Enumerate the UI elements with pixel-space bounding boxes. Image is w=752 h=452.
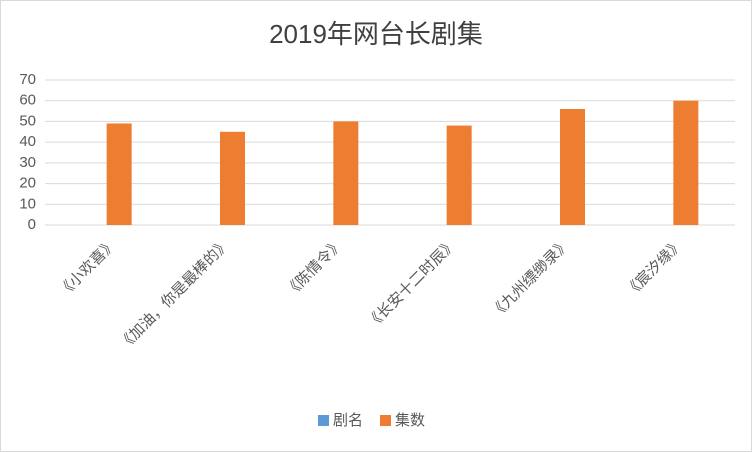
legend-label: 集数 [395, 412, 425, 429]
y-tick-label: 60 [19, 92, 36, 109]
bar [220, 131, 245, 225]
legend-swatch [318, 415, 329, 426]
y-tick-label: 20 [19, 175, 36, 192]
bar [446, 125, 472, 225]
y-tick-label: 50 [19, 112, 36, 129]
bar [673, 100, 699, 225]
bar [333, 121, 359, 225]
y-tick-label: 0 [28, 216, 36, 233]
bar [560, 109, 585, 225]
y-tick-label: 70 [19, 71, 36, 88]
y-tick-label: 10 [19, 195, 36, 212]
chart-title: 2019年网台长剧集 [269, 19, 483, 49]
y-tick-label: 40 [19, 133, 36, 150]
y-tick-label: 30 [19, 154, 36, 171]
legend-label: 剧名 [333, 412, 363, 429]
bar [106, 123, 132, 225]
legend-swatch [380, 415, 391, 426]
